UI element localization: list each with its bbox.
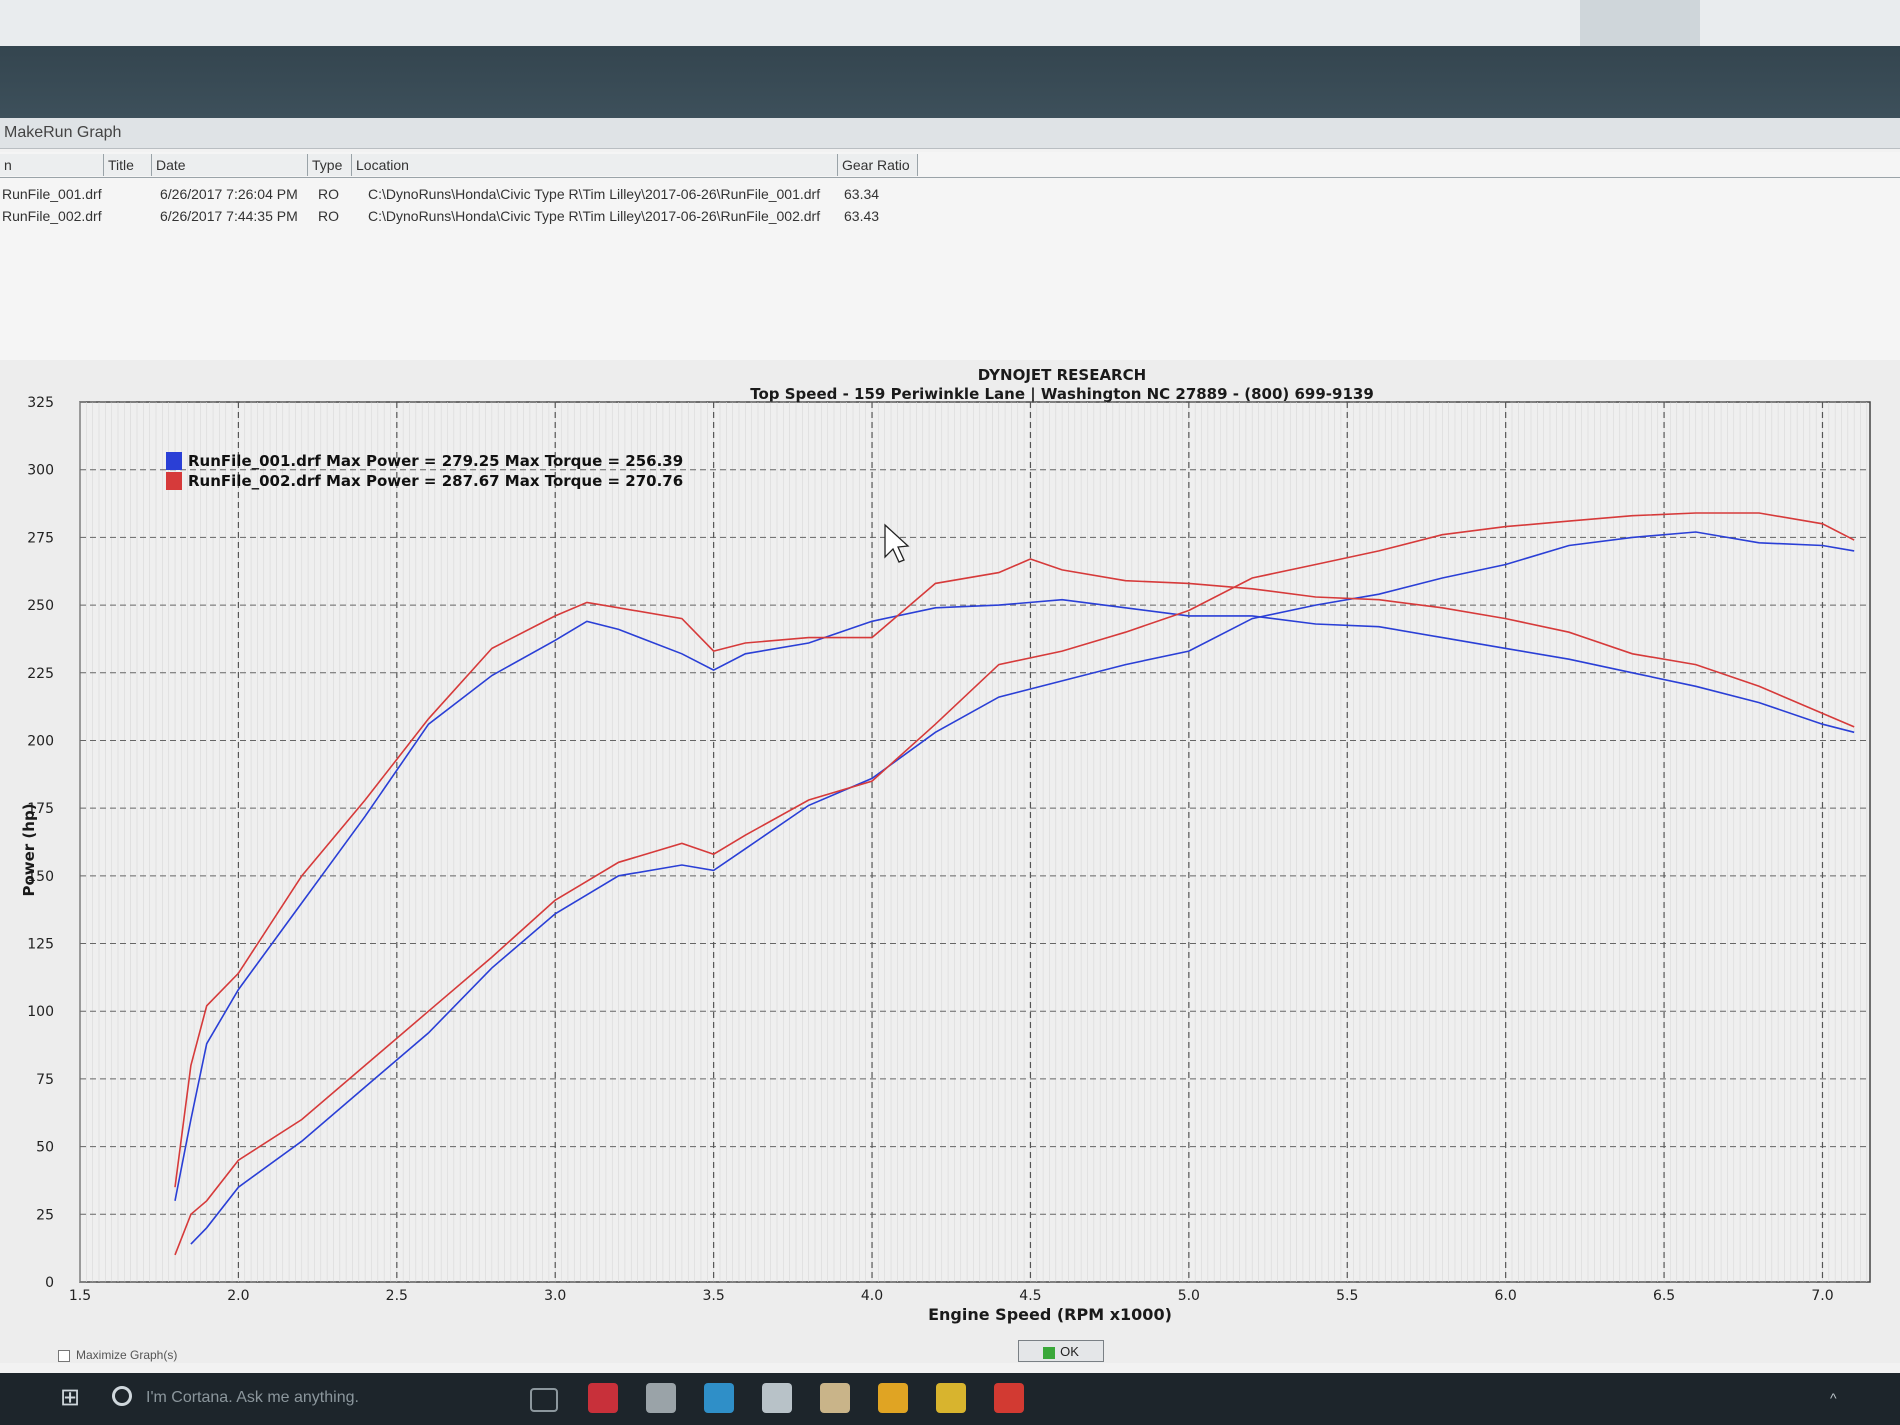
legend-swatch-run-001 (166, 452, 182, 470)
header-divider (0, 177, 1900, 178)
y-tick-label: 300 (27, 463, 54, 479)
y-tick-label: 250 (27, 598, 54, 614)
dyno-chart: DYNOJET RESEARCH Top Speed - 159 Periwin… (0, 360, 1900, 1363)
legend-swatch-run-002 (166, 472, 182, 490)
x-tick-label: 1.5 (69, 1288, 91, 1304)
y-tick-label: 225 (27, 666, 54, 682)
y-tick-label: 125 (27, 937, 54, 953)
x-tick-label: 4.0 (861, 1288, 883, 1304)
maximize-graph-label: Maximize Graph(s) (76, 1348, 178, 1362)
y-tick-label: 275 (27, 530, 54, 546)
row-file: RunFile_002.drf (2, 208, 102, 224)
x-tick-label: 2.0 (227, 1288, 249, 1304)
legend-label-run-002: RunFile_002.drf Max Power = 287.67 Max T… (188, 472, 683, 490)
chart-svg: DYNOJET RESEARCH Top Speed - 159 Periwin… (0, 360, 1900, 1363)
x-tick-label: 6.0 (1495, 1288, 1517, 1304)
checkbox-icon[interactable] (58, 1349, 70, 1362)
wall-background (0, 0, 1900, 46)
x-tick-label: 7.0 (1811, 1288, 1833, 1304)
legend: RunFile_001.drf Max Power = 279.25 Max T… (166, 452, 683, 490)
y-axis-label: Power (hp) (20, 803, 38, 896)
ok-check-icon (1043, 1346, 1056, 1359)
row-location: C:\DynoRuns\Honda\Civic Type R\Tim Lille… (368, 208, 821, 224)
task-view-icon[interactable] (530, 1388, 558, 1412)
mouse-cursor-icon (884, 523, 910, 563)
y-tick-label: 50 (36, 1140, 54, 1156)
app-chrome-icon[interactable] (878, 1383, 908, 1413)
y-tick-label: 175 (27, 801, 54, 817)
series-line-runfile-002-drf-torque (174, 558, 1855, 1188)
y-tick-label: 325 (27, 395, 54, 411)
window-titlebar: MakeRun Graph (0, 118, 1900, 149)
row-gear-ratio: 63.43 (844, 208, 880, 224)
monitor-bezel (0, 46, 1900, 118)
y-tick-label: 25 (36, 1207, 54, 1223)
taskbar: ⊞ I'm Cortana. Ask me anything. ^ (0, 1373, 1900, 1425)
x-tick-label: 3.0 (544, 1288, 566, 1304)
app-dyno-icon[interactable] (994, 1383, 1024, 1413)
y-tick-label: 200 (27, 733, 54, 749)
x-tick-label: 5.5 (1336, 1288, 1358, 1304)
column-header-name[interactable]: n (0, 154, 104, 176)
windows-start-icon[interactable]: ⊞ (60, 1384, 81, 1411)
grid-layer (79, 401, 1870, 1283)
y-tick-label: 100 (27, 1004, 54, 1020)
row-date: 6/26/2017 7:44:35 PM (160, 208, 298, 224)
app-red-icon[interactable] (588, 1383, 618, 1413)
legend-label-run-001: RunFile_001.drf Max Power = 279.25 Max T… (188, 452, 683, 470)
row-gear-ratio: 63.34 (844, 186, 880, 202)
y-tick-label: 0 (45, 1275, 54, 1291)
chart-title: DYNOJET RESEARCH (978, 366, 1146, 384)
y-tick-label: 75 (36, 1072, 54, 1088)
cortana-icon[interactable] (112, 1386, 132, 1406)
x-tick-label: 4.5 (1019, 1288, 1041, 1304)
ok-label: OK (1060, 1344, 1079, 1359)
series-layer (174, 512, 1855, 1256)
x-tick-label: 3.5 (702, 1288, 724, 1304)
plot-area (79, 401, 1871, 1283)
x-tick-label: 2.5 (386, 1288, 408, 1304)
x-tick-label: 6.5 (1653, 1288, 1675, 1304)
row-type: RO (318, 186, 339, 202)
ok-button[interactable]: OK (1018, 1340, 1104, 1362)
column-header-gear-ratio[interactable]: Gear Ratio (838, 154, 918, 176)
app-folder-2-icon[interactable] (936, 1383, 966, 1413)
x-axis-label: Engine Speed (RPM x1000) (928, 1305, 1172, 1324)
maximize-graph-checkbox[interactable]: Maximize Graph(s) (58, 1348, 177, 1362)
app-usb-icon[interactable] (646, 1383, 676, 1413)
app-sct-icon[interactable] (762, 1383, 792, 1413)
tick-layer: 0 25 50 75 100 125 150 175 200 225 250 275 300 325 1.5… (27, 395, 1833, 1304)
column-header-type[interactable]: Type (308, 154, 352, 176)
column-header-title[interactable]: Title (104, 154, 152, 176)
series-line-runfile-001-drf-torque (174, 598, 1855, 1201)
row-type: RO (318, 208, 339, 224)
row-location: C:\DynoRuns\Honda\Civic Type R\Tim Lille… (368, 186, 821, 202)
row-date: 6/26/2017 7:26:04 PM (160, 186, 298, 202)
wall-notch (1580, 0, 1700, 46)
x-tick-label: 5.0 (1178, 1288, 1200, 1304)
y-tick-label: 150 (27, 869, 54, 885)
window-title: MakeRun Graph (4, 124, 122, 141)
row-file: RunFile_001.drf (2, 186, 102, 202)
series-line-runfile-002-drf-power (174, 512, 1855, 1256)
cortana-search-box[interactable]: I'm Cortana. Ask me anything. (146, 1389, 359, 1406)
chart-subtitle: Top Speed - 159 Periwinkle Lane | Washin… (750, 385, 1374, 404)
app-browser-icon[interactable] (704, 1383, 734, 1413)
column-header-date[interactable]: Date (152, 154, 308, 176)
system-tray-chevron-icon[interactable]: ^ (1830, 1390, 1837, 1406)
app-folder-1-icon[interactable] (820, 1383, 850, 1413)
column-header-location[interactable]: Location (352, 154, 838, 176)
series-line-runfile-001-drf-power (190, 531, 1855, 1245)
